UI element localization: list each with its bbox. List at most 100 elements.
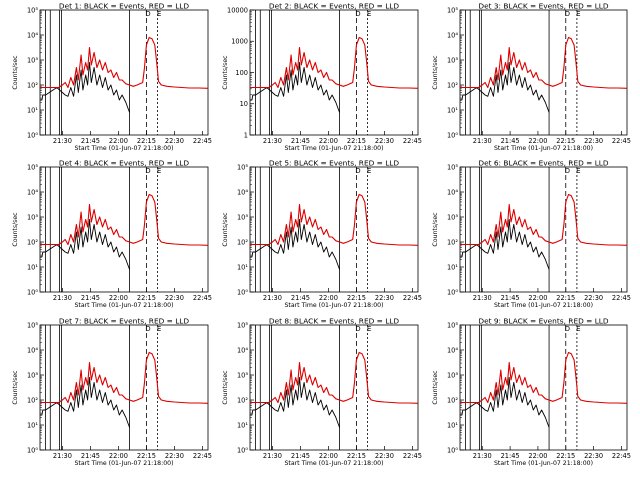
y-tick-label: 10⁵ — [27, 321, 38, 329]
interval-marker-label: E — [157, 10, 161, 18]
x-tick-label: 21:30 — [473, 294, 492, 302]
y-axis-label: Counts/sec — [12, 212, 19, 247]
x-tick-label: 22:30 — [165, 452, 184, 460]
y-tick-label: 10 — [240, 100, 248, 108]
panel-title: Det 5: BLACK = Events, RED = LLD — [269, 159, 400, 168]
x-tick-label: 22:00 — [109, 294, 128, 302]
y-tick-label: 10000 — [227, 6, 248, 14]
x-tick-label: 22:00 — [319, 452, 338, 460]
x-tick-label: 22:45 — [403, 452, 422, 460]
y-tick-label: 10⁵ — [27, 163, 38, 171]
y-tick-label: 10² — [447, 238, 458, 246]
series-line-black-events — [40, 377, 131, 428]
y-tick-label: 10² — [447, 81, 458, 89]
interval-marker-label: D — [145, 325, 150, 333]
x-tick-label: 22:30 — [375, 294, 394, 302]
y-tick-label: 1000 — [231, 38, 248, 46]
series-line-red-lld — [250, 36, 419, 89]
x-tick-label: 21:45 — [291, 294, 310, 302]
interval-marker-label: E — [367, 167, 371, 175]
x-tick-label: 22:45 — [403, 294, 422, 302]
x-tick-label: 22:45 — [193, 452, 212, 460]
interval-marker-label: D — [355, 167, 360, 175]
plot-frame — [39, 324, 209, 451]
panel-title: Det 9: BLACK = Events, RED = LLD — [478, 317, 609, 326]
y-tick-label: 10⁴ — [237, 346, 248, 354]
series-line-black-events — [40, 62, 131, 113]
y-tick-label: 10² — [27, 81, 38, 89]
x-axis-label: Start Time (01-Jun-07 21:18:00) — [74, 460, 173, 467]
y-tick-label: 10⁴ — [447, 31, 458, 39]
detector-panel-3: Det 3: BLACK = Events, RED = LLD Counts/s… — [432, 2, 631, 153]
y-tick-label: 10³ — [237, 213, 248, 221]
x-tick-label: 22:15 — [556, 294, 575, 302]
y-tick-label: 10³ — [237, 371, 248, 379]
x-axis-label: Start Time (01-Jun-07 21:18:00) — [494, 302, 593, 309]
detector-panel-2: Det 2: BLACK = Events, RED = LLD Counts/s… — [222, 2, 422, 153]
detector-panel-8: Det 8: BLACK = Events, RED = LLD Counts/s… — [222, 317, 422, 468]
panel-title: Det 4: BLACK = Events, RED = LLD — [59, 159, 190, 168]
y-tick-label: 10⁰ — [447, 131, 458, 139]
interval-marker-label: D — [565, 167, 570, 175]
y-tick-label: 10¹ — [447, 106, 458, 114]
y-tick-label: 100 — [235, 69, 248, 77]
x-tick-label: 22:00 — [319, 294, 338, 302]
y-tick-label: 10¹ — [27, 106, 38, 114]
x-tick-label: 21:30 — [53, 294, 72, 302]
y-tick-label: 10⁴ — [447, 188, 458, 196]
y-tick-label: 10³ — [27, 213, 38, 221]
x-tick-label: 22:30 — [375, 452, 394, 460]
interval-marker-label: D — [565, 10, 570, 18]
series-line-red-lld — [250, 351, 419, 404]
plot-frame — [39, 9, 209, 136]
y-tick-label: 10³ — [447, 213, 458, 221]
x-axis-label: Start Time (01-Jun-07 21:18:00) — [74, 302, 173, 309]
x-tick-label: 22:00 — [528, 294, 547, 302]
interval-marker-label: E — [576, 325, 580, 333]
x-tick-label: 21:45 — [501, 294, 520, 302]
series-line-red-lld — [40, 193, 209, 246]
interval-marker-label: D — [355, 10, 360, 18]
y-tick-label: 10² — [237, 238, 248, 246]
x-tick-label: 22:15 — [347, 294, 366, 302]
series-line-red-lld — [460, 193, 628, 246]
y-tick-label: 10⁰ — [237, 288, 248, 296]
y-tick-label: 10² — [447, 396, 458, 404]
series-line-black-events — [460, 377, 550, 428]
y-tick-label: 10² — [237, 396, 248, 404]
y-axis-label: Counts/sec — [432, 55, 439, 90]
series-line-black-events — [250, 219, 341, 270]
y-axis-label: Counts/sec — [222, 212, 229, 247]
panel-title: Det 6: BLACK = Events, RED = LLD — [478, 159, 609, 168]
x-tick-label: 21:45 — [501, 137, 520, 145]
y-tick-label: 10⁵ — [27, 6, 38, 14]
series-line-black-events — [40, 219, 131, 270]
detector-panel-4: Det 4: BLACK = Events, RED = LLD Counts/s… — [12, 159, 212, 310]
y-tick-label: 10¹ — [237, 263, 248, 271]
interval-marker-label: E — [367, 325, 371, 333]
x-tick-label: 22:15 — [347, 137, 366, 145]
x-tick-label: 22:15 — [137, 137, 156, 145]
x-tick-label: 21:45 — [291, 452, 310, 460]
detector-panel-7: Det 7: BLACK = Events, RED = LLD Counts/s… — [12, 317, 212, 468]
x-tick-label: 22:15 — [556, 137, 575, 145]
x-tick-label: 22:15 — [347, 452, 366, 460]
plot-frame — [249, 166, 419, 293]
y-tick-label: 10⁵ — [237, 163, 248, 171]
y-tick-label: 10¹ — [447, 421, 458, 429]
y-tick-label: 10⁴ — [447, 346, 458, 354]
x-tick-label: 22:30 — [584, 137, 603, 145]
interval-marker-label: E — [576, 167, 580, 175]
panel-title: Det 7: BLACK = Events, RED = LLD — [59, 317, 190, 326]
y-tick-label: 10¹ — [27, 421, 38, 429]
x-tick-label: 22:00 — [109, 452, 128, 460]
x-tick-label: 21:45 — [81, 294, 100, 302]
x-tick-label: 22:15 — [137, 294, 156, 302]
y-tick-label: 10⁵ — [447, 163, 458, 171]
detector-panel-6: Det 6: BLACK = Events, RED = LLD Counts/s… — [432, 159, 631, 310]
y-tick-label: 10⁵ — [237, 321, 248, 329]
x-tick-label: 21:45 — [81, 137, 100, 145]
interval-marker-label: E — [576, 10, 580, 18]
plot-frame — [39, 166, 209, 293]
x-tick-label: 21:30 — [473, 137, 492, 145]
